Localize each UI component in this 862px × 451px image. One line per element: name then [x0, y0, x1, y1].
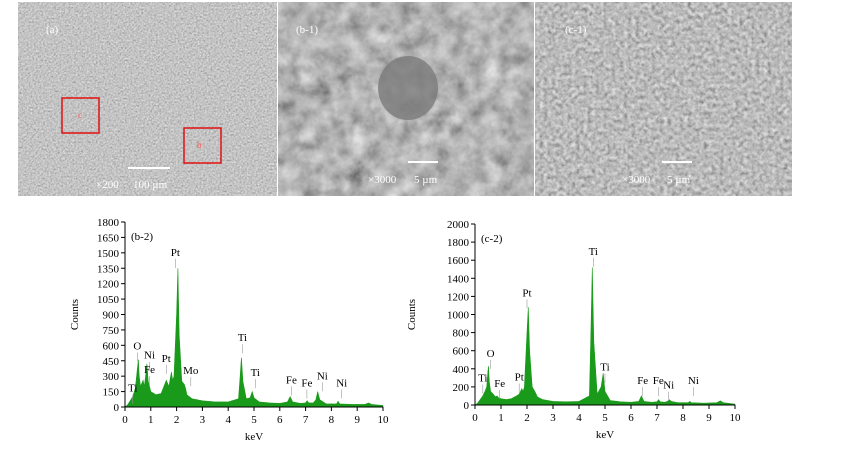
x-axis-label: keV	[596, 429, 614, 441]
peak-label: Ni	[688, 375, 699, 387]
sem-image-a: (a) c b ×200 100 µm	[18, 2, 277, 196]
panel-label: (c-1)	[565, 24, 587, 36]
x-tick-label: 9	[354, 414, 360, 426]
x-tick-label: 0	[472, 412, 478, 424]
x-tick-label: 8	[680, 412, 686, 424]
x-tick-label: 4	[576, 412, 582, 424]
y-tick-label: 1050	[97, 294, 120, 306]
magnification: ×200	[96, 179, 119, 191]
peak-label: Ni	[317, 370, 328, 382]
y-tick-label: 1600	[447, 255, 470, 267]
x-tick-label: 10	[730, 412, 742, 424]
y-tick-label: 1800	[447, 237, 470, 249]
x-tick-label: 5	[602, 412, 608, 424]
x-tick-label: 7	[303, 414, 309, 426]
x-tick-label: 7	[654, 412, 660, 424]
peak-label: Ti	[238, 332, 247, 344]
x-tick-label: 6	[628, 412, 634, 424]
x-axis-label: keV	[245, 431, 263, 443]
peak-label: Pt	[162, 353, 171, 365]
y-tick-label: 1800	[97, 217, 120, 229]
y-tick-label: 1000	[447, 310, 470, 322]
peak-label: Ti	[251, 367, 260, 379]
peak-label: Mo	[183, 365, 199, 377]
magnification: ×3000	[622, 174, 651, 186]
y-tick-label: 450	[103, 356, 120, 368]
panel-label: (b-1)	[296, 24, 318, 36]
y-tick-label: 600	[453, 346, 470, 358]
region-box	[183, 127, 222, 164]
sem-image-b1: (b-1) ×3000 5 µm	[278, 2, 534, 196]
y-tick-label: 300	[103, 371, 120, 383]
x-tick-label: 1	[498, 412, 504, 424]
x-tick-label: 1	[148, 414, 154, 426]
y-tick-label: 1200	[97, 279, 120, 291]
y-axis-label: Counts	[406, 299, 418, 330]
peak-label: Fe	[637, 375, 648, 387]
y-tick-label: 800	[453, 328, 470, 340]
panel-label: (a)	[46, 24, 59, 36]
x-tick-label: 8	[329, 414, 335, 426]
sem-texture	[18, 2, 277, 196]
x-tick-label: 10	[378, 414, 390, 426]
y-tick-label: 0	[464, 400, 470, 412]
peak-label: Fe	[653, 375, 664, 387]
spectrum	[474, 267, 736, 406]
y-tick-label: 200	[453, 382, 470, 394]
region-label: c	[78, 110, 82, 120]
y-tick-label: 1500	[97, 248, 120, 260]
x-tick-label: 3	[200, 414, 206, 426]
y-axis-label: Counts	[69, 299, 81, 330]
peak-label: Ni	[663, 380, 674, 392]
peak-label: O	[133, 340, 141, 352]
y-tick-label: 1650	[97, 232, 120, 244]
x-tick-label: 6	[277, 414, 283, 426]
peak-label: Pt	[522, 287, 531, 299]
region-box	[61, 97, 100, 134]
peak-label: Ti	[478, 372, 487, 384]
peak-label: Ni	[336, 377, 347, 389]
particle	[378, 56, 438, 120]
y-tick-label: 750	[103, 325, 120, 337]
sem-texture	[535, 2, 792, 196]
peak-label: Fe	[286, 374, 297, 386]
y-tick-label: 400	[453, 364, 470, 376]
peak-label: Ti	[128, 383, 137, 395]
y-tick-label: 900	[103, 310, 120, 322]
x-tick-label: 3	[550, 412, 556, 424]
y-tick-label: 0	[114, 402, 120, 414]
y-tick-label: 600	[103, 340, 120, 352]
y-tick-label: 1400	[447, 273, 470, 285]
peak-label: Ti	[589, 246, 598, 258]
sem-image-c1: (c-1) ×3000 5 µm	[535, 2, 792, 196]
peak-label: Fe	[301, 377, 312, 389]
peak-label: Fe	[144, 364, 155, 376]
x-tick-label: 2	[524, 412, 530, 424]
y-tick-label: 1350	[97, 263, 120, 275]
peak-label: Pt	[171, 247, 180, 259]
y-tick-label: 150	[103, 387, 120, 399]
x-tick-label: 2	[174, 414, 180, 426]
region-label: b	[197, 140, 202, 150]
peak-label: Fe	[494, 378, 505, 390]
panel-label: (c-2)	[481, 233, 503, 245]
x-tick-label: 5	[251, 414, 257, 426]
magnification: ×3000	[368, 174, 397, 186]
scale-text: 100 µm	[133, 179, 168, 191]
x-tick-label: 9	[706, 412, 712, 424]
x-tick-label: 0	[122, 414, 128, 426]
y-tick-label: 2000	[447, 219, 470, 231]
peak-label: O	[487, 348, 495, 360]
spectrum	[124, 268, 384, 408]
scale-text: 5 µm	[414, 174, 438, 186]
peak-label: Pt	[515, 372, 524, 384]
x-tick-label: 4	[225, 414, 231, 426]
peak-label: Ti	[600, 362, 609, 374]
y-tick-label: 1200	[447, 291, 470, 303]
peak-label: Ni	[144, 350, 155, 362]
panel-label: (b-2)	[131, 231, 153, 243]
scale-text: 5 µm	[667, 174, 691, 186]
